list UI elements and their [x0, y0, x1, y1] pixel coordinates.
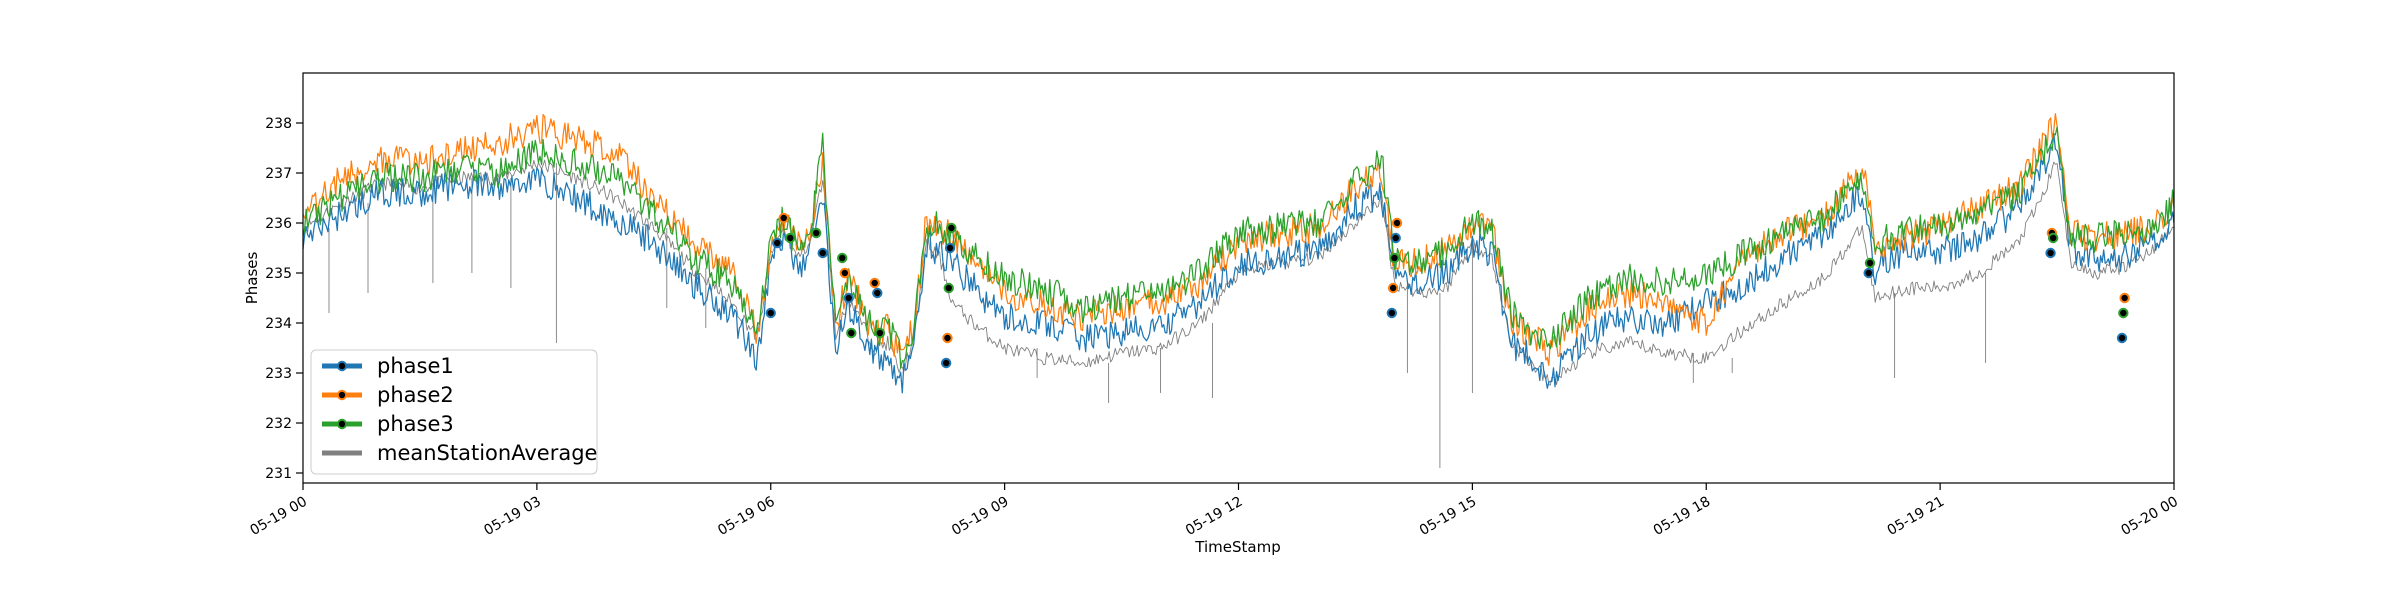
legend: phase1 phase2 phase3 meanStationAverage	[310, 349, 598, 475]
data-point-phase1	[2045, 247, 2056, 259]
data-point-phase3	[846, 327, 857, 339]
data-point-phase3	[811, 227, 822, 239]
data-point-phase3	[943, 282, 954, 294]
series-line-phase1	[302, 133, 2175, 394]
data-point-phase1	[843, 292, 854, 304]
data-point-phase2	[2119, 292, 2130, 304]
y-tick-label: 236	[265, 216, 292, 232]
y-tick-label: 232	[265, 416, 292, 432]
marker-layer	[765, 212, 2130, 369]
y-axis-label: Phases	[243, 252, 261, 305]
data-point-phase3	[785, 232, 796, 244]
legend-label-meanStationAverage: meanStationAverage	[377, 441, 597, 465]
legend-label-phase2: phase2	[377, 383, 454, 407]
series-layer	[302, 113, 2175, 468]
series-line-phase3	[302, 126, 2175, 369]
data-point-phase1	[1386, 307, 1398, 319]
y-tick-label: 237	[265, 166, 292, 182]
data-point-phase1	[772, 237, 783, 249]
legend-marker-phase3	[336, 418, 348, 430]
x-axis-label: TimeStamp	[1194, 538, 1280, 556]
y-tick-label: 231	[265, 466, 292, 482]
data-point-phase1	[765, 307, 776, 319]
data-point-phase3	[2118, 307, 2129, 319]
data-point-phase3	[837, 252, 848, 264]
data-point-phase1	[944, 242, 956, 254]
data-point-phase1	[1863, 267, 1874, 279]
data-point-phase1	[2116, 332, 2128, 344]
y-tick-label: 238	[265, 116, 292, 132]
data-point-phase3	[1389, 252, 1400, 264]
data-point-phase2	[869, 277, 880, 289]
data-point-phase1	[1390, 232, 1401, 244]
data-point-phase2	[839, 267, 851, 279]
data-point-phase1	[817, 247, 828, 259]
legend-marker-phase2	[336, 389, 348, 401]
y-tick-label: 233	[265, 366, 292, 382]
data-point-phase2	[942, 332, 953, 344]
legend-label-phase1: phase1	[377, 354, 454, 378]
series-line-meanStationAverage	[302, 159, 2175, 468]
legend-box	[310, 349, 598, 475]
data-point-phase3	[2047, 232, 2059, 244]
data-point-phase1	[940, 357, 952, 369]
data-point-phase3	[874, 327, 886, 339]
y-tick-label: 235	[265, 266, 292, 282]
y-tick-label: 234	[265, 316, 292, 332]
legend-label-phase3: phase3	[377, 412, 454, 436]
data-point-phase2	[1391, 217, 1403, 229]
data-point-phase2	[1387, 282, 1399, 294]
data-point-phase2	[778, 212, 789, 224]
data-point-phase1	[872, 287, 883, 299]
data-point-phase3	[1864, 257, 1876, 269]
legend-marker-phase1	[336, 360, 348, 372]
data-point-phase3	[946, 222, 957, 234]
y-axis: 231 232 233 234 235 236 237 238	[265, 116, 303, 482]
